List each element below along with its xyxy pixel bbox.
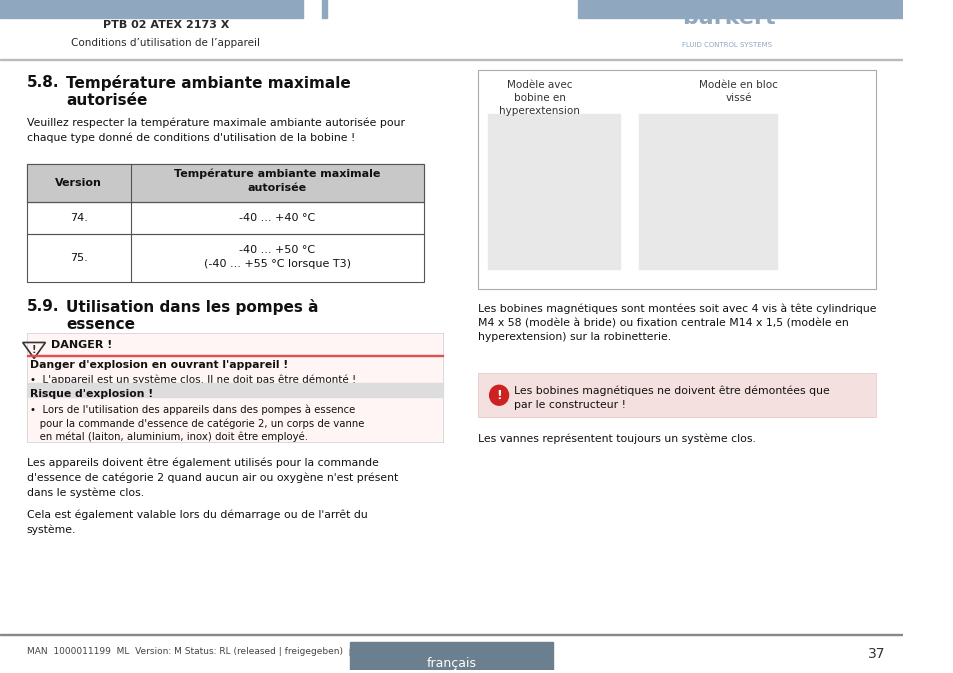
Text: -40 ... +50 °C: -40 ... +50 °C [239, 245, 315, 255]
Text: •  L'appareil est un système clos. Il ne doit pas être démonté !: • L'appareil est un système clos. Il ne … [30, 374, 356, 385]
Text: Les vannes représentent toujours un système clos.: Les vannes représentent toujours un syst… [477, 433, 756, 444]
Bar [0, 59, 902, 60]
Text: (-40 ... +55 °C lorsque T3): (-40 ... +55 °C lorsque T3) [204, 259, 351, 269]
Text: !: ! [496, 389, 501, 402]
Text: Utilisation dans les pompes à: Utilisation dans les pompes à [66, 299, 318, 315]
Text: FLUID CONTROL SYSTEMS: FLUID CONTROL SYSTEMS [681, 42, 771, 48]
Text: Température ambiante maximale: Température ambiante maximale [174, 169, 380, 180]
Text: 5.8.: 5.8. [27, 75, 59, 90]
Text: Conditions d’utilisation de l’appareil: Conditions d’utilisation de l’appareil [71, 38, 260, 48]
Bar [710, 7, 757, 10]
Text: DANGER !: DANGER ! [51, 341, 112, 351]
Bar [679, 11, 687, 14]
Text: 74.: 74. [70, 213, 88, 223]
Bar [27, 234, 424, 282]
Text: -40 ... +40 °C: -40 ... +40 °C [239, 213, 315, 223]
Text: PTB 02 ATEX 2173 X: PTB 02 ATEX 2173 X [102, 20, 229, 30]
Bar [27, 384, 443, 397]
Text: !: ! [31, 345, 36, 355]
Bar [487, 114, 619, 269]
Text: Modèle en bloc
vissé: Modèle en bloc vissé [699, 79, 778, 103]
Text: français: français [426, 657, 476, 670]
Bar [322, 0, 326, 18]
Text: 5.9.: 5.9. [27, 299, 59, 314]
Text: bürkert: bürkert [681, 8, 775, 28]
Circle shape [489, 385, 508, 405]
Text: autorisée: autorisée [66, 93, 148, 108]
Text: •  Lors de l'utilisation des appareils dans des pompes à essence
   pour la comm: • Lors de l'utilisation des appareils da… [30, 404, 364, 442]
Text: Les appareils doivent être également utilisés pour la commande
d'essence de caté: Les appareils doivent être également uti… [27, 458, 397, 498]
Text: Version: Version [55, 178, 102, 188]
Text: Danger d'explosion en ouvrant l'appareil !: Danger d'explosion en ouvrant l'appareil… [30, 361, 288, 370]
Bar [679, 7, 708, 10]
Text: 37: 37 [867, 647, 884, 661]
Bar [0, 0, 303, 18]
Bar [27, 202, 424, 234]
Text: Veuillez respecter la température maximale ambiante autorisée pour
chaque type d: Veuillez respecter la température maxima… [27, 118, 404, 143]
Text: autorisée: autorisée [248, 183, 307, 193]
Text: MAN  1000011199  ML  Version: M Status: RL (released | freigegeben)  printed: 29: MAN 1000011199 ML Version: M Status: RL … [27, 647, 438, 656]
Text: 75.: 75. [70, 253, 88, 263]
Text: Risque d'explosion !: Risque d'explosion ! [30, 389, 153, 399]
Text: Les bobines magnétiques sont montées soit avec 4 vis à tête cylindrique
M4 x 58 : Les bobines magnétiques sont montées soi… [477, 304, 876, 342]
Text: Les bobines magnétiques ne doivent être démontées que
par le constructeur !: Les bobines magnétiques ne doivent être … [514, 385, 829, 410]
Bar [27, 355, 443, 357]
Bar [27, 164, 424, 202]
Text: Cela est également valable lors du démarrage ou de l'arrêt du
système.: Cela est également valable lors du démar… [27, 509, 367, 535]
Bar [350, 642, 553, 670]
Bar [27, 332, 443, 442]
Text: Température ambiante maximale: Température ambiante maximale [66, 75, 351, 91]
Bar [27, 164, 424, 202]
Text: essence: essence [66, 316, 135, 332]
Bar [477, 374, 875, 417]
Text: Modèle avec
bobine en
hyperextension: Modèle avec bobine en hyperextension [498, 79, 579, 116]
Bar [578, 0, 902, 18]
Bar [639, 114, 776, 269]
Bar [477, 70, 875, 289]
